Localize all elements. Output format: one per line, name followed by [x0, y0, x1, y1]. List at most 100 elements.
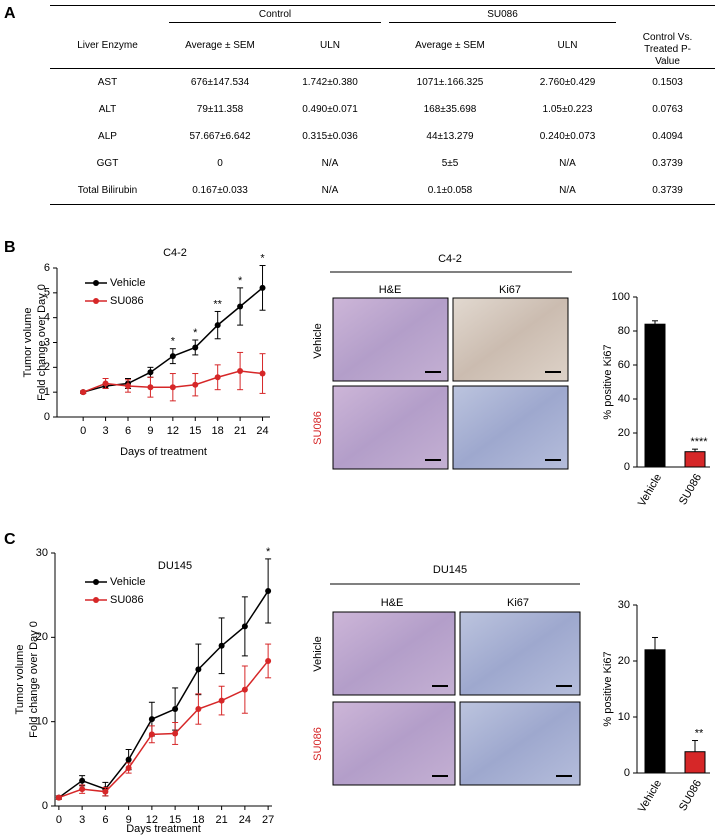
micrograph-column: H&E	[379, 284, 402, 296]
blank-header	[50, 5, 165, 23]
data-point	[218, 697, 225, 704]
group-header: Control	[169, 9, 381, 23]
data-point	[169, 353, 176, 360]
y-tick-label: 4	[44, 312, 50, 324]
y-tick-label: 30	[618, 599, 630, 611]
bar	[684, 751, 706, 774]
micrograph-row: Vehicle	[312, 636, 324, 671]
table-cell: 0.3739	[620, 177, 716, 205]
table-row: Total Bilirubin 0.167±0.033 N/A 0.1±0.058 N/…	[50, 177, 716, 205]
bar	[644, 649, 666, 774]
x-tick-label: 15	[169, 814, 181, 826]
legend-label: Vehicle	[110, 277, 145, 289]
legend-marker	[93, 280, 99, 286]
x-tick-label: 3	[103, 425, 109, 437]
scale-bars	[432, 685, 572, 777]
table-cell: ALP	[98, 131, 117, 142]
data-point	[237, 303, 244, 310]
table-cell: 44±13.279	[426, 131, 474, 142]
x-tick-label: 12	[167, 425, 179, 437]
micrograph-title: C4-2	[438, 253, 462, 265]
data-point	[148, 716, 155, 723]
data-point	[172, 706, 179, 713]
column-header-row: Liver Enzyme Average ± SEM ULN Average ± SE…	[50, 23, 715, 69]
data-point	[147, 384, 154, 391]
data-point	[102, 380, 109, 387]
legend-label: SU086	[110, 594, 144, 606]
x-tick-label: 18	[192, 814, 204, 826]
micrograph-column: H&E	[381, 597, 404, 609]
significance-label: **	[695, 727, 704, 739]
x-tick-label: Vehicle	[636, 472, 664, 509]
x-tick-label: SU086	[677, 472, 704, 507]
series-line	[58, 590, 269, 799]
column-header: Average ± SEM	[385, 23, 515, 69]
table-cell: N/A	[275, 177, 385, 205]
y-tick-label: 30	[36, 547, 48, 559]
data-point	[259, 284, 266, 291]
legend-marker	[93, 597, 99, 603]
y-tick-label: 2	[44, 361, 50, 373]
x-tick-label: 15	[189, 425, 201, 437]
x-tick-label: 21	[234, 425, 246, 437]
y-axis-label: % positive Ki67	[602, 651, 614, 726]
data-point	[172, 730, 179, 737]
group-header-cell: SU086	[385, 5, 621, 23]
micrograph	[452, 385, 569, 470]
legend-marker	[93, 579, 99, 585]
micrograph-row: SU086	[312, 727, 324, 761]
significance-label: *	[260, 252, 265, 264]
data-point	[169, 384, 176, 391]
y-tick-label: 40	[618, 393, 630, 405]
data-point	[125, 756, 132, 763]
x-tick-label: 9	[147, 425, 153, 437]
table-cell: 0.4094	[652, 131, 683, 142]
data-point	[102, 788, 109, 795]
significance-label: **	[213, 298, 222, 310]
micrograph	[332, 297, 449, 382]
table-cell: 168±35.698	[423, 104, 477, 115]
y-tick-label: 20	[618, 655, 630, 667]
table-cell: 676±147.534	[190, 77, 250, 88]
table-cell: 0	[217, 158, 223, 169]
column-header: Liver Enzyme	[50, 23, 165, 69]
x-tick-label: 6	[125, 425, 131, 437]
data-point	[195, 706, 202, 713]
x-tick-label: 6	[102, 814, 108, 826]
significance-label: *	[193, 327, 198, 339]
table-cell: 1.742±0.380	[302, 77, 358, 88]
data-point	[195, 666, 202, 673]
chart-title: C4-2	[163, 247, 187, 259]
x-tick-label: Vehicle	[636, 778, 664, 815]
micrograph-title: DU145	[433, 564, 467, 576]
legend-label: SU086	[110, 295, 144, 307]
y-tick-label: 100	[612, 291, 630, 303]
micrograph-column: Ki67	[507, 597, 529, 609]
table-cell: 0.0763	[652, 104, 683, 115]
table-cell: 0.1±0.058	[385, 177, 515, 205]
data-point	[265, 657, 272, 664]
significance-label: ****	[690, 436, 708, 448]
significance-label: *	[266, 546, 271, 558]
column-header: ULN	[275, 23, 385, 69]
micrograph	[459, 611, 581, 696]
scale-bars	[425, 371, 561, 461]
group-header: SU086	[389, 9, 617, 23]
table-cell: GGT	[96, 158, 119, 169]
data-point	[237, 368, 244, 375]
series-line	[58, 660, 269, 799]
x-tick-label: 24	[239, 814, 251, 826]
data-point	[148, 731, 155, 738]
table-cell: N/A	[515, 177, 621, 205]
x-tick-label: 0	[80, 425, 86, 437]
y-tick-label: 0	[42, 800, 48, 812]
micrograph-column: Ki67	[499, 284, 521, 296]
column-header: Average ± SEM	[165, 23, 275, 69]
micrograph	[332, 385, 449, 470]
y-tick-label: 0	[624, 767, 630, 779]
data-point	[147, 369, 154, 376]
x-tick-label: 27	[262, 814, 274, 826]
table-cell: 0.1503	[652, 77, 683, 88]
liver-enzyme-table: Control SU086 Control Vs. Treated P-Valu…	[50, 5, 716, 205]
table-row: ALT 79±11.358 0.490±0.071 168±35.698 1.05±0.…	[50, 96, 715, 123]
